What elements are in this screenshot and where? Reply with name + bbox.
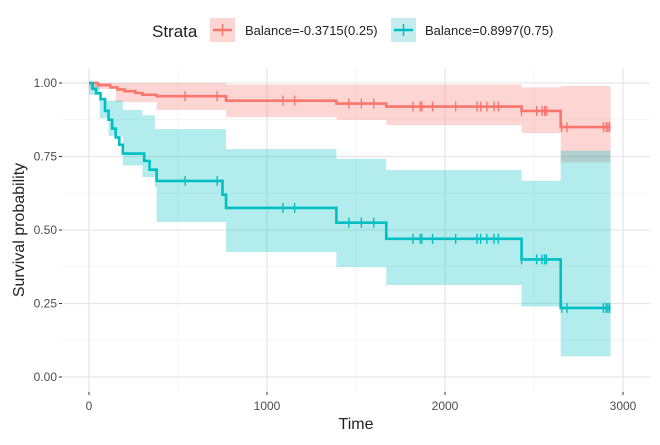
y-tick-label: 0.00 <box>34 370 58 384</box>
x-tick-label: 1000 <box>254 399 281 413</box>
survival-curve <box>89 81 611 310</box>
y-tick-label: 0.25 <box>34 297 58 311</box>
legend-title: Strata <box>152 22 198 41</box>
legend: Strata Balance=-0.3715(0.25) Balance=0.8… <box>152 18 553 42</box>
x-axis-label: Time <box>339 416 374 433</box>
y-tick-label: 0.50 <box>34 223 58 237</box>
x-tick-label: 0 <box>86 399 93 413</box>
x-tick-label: 2000 <box>432 399 459 413</box>
y-tick-label: 0.75 <box>34 150 58 164</box>
confidence-bands <box>89 83 611 357</box>
y-tick-label: 1.00 <box>34 76 58 90</box>
survival-curves <box>89 81 611 313</box>
axes: 0 1000 2000 3000 0.00 0.25 0.50 0.75 1.00 <box>34 76 637 413</box>
confidence-band <box>89 83 611 357</box>
grid <box>62 68 650 392</box>
y-axis-label: Survival probability <box>11 163 28 297</box>
legend-label: Balance=-0.3715(0.25) <box>245 23 378 38</box>
legend-label: Balance=0.8997(0.75) <box>425 23 553 38</box>
x-tick-label: 3000 <box>610 399 637 413</box>
